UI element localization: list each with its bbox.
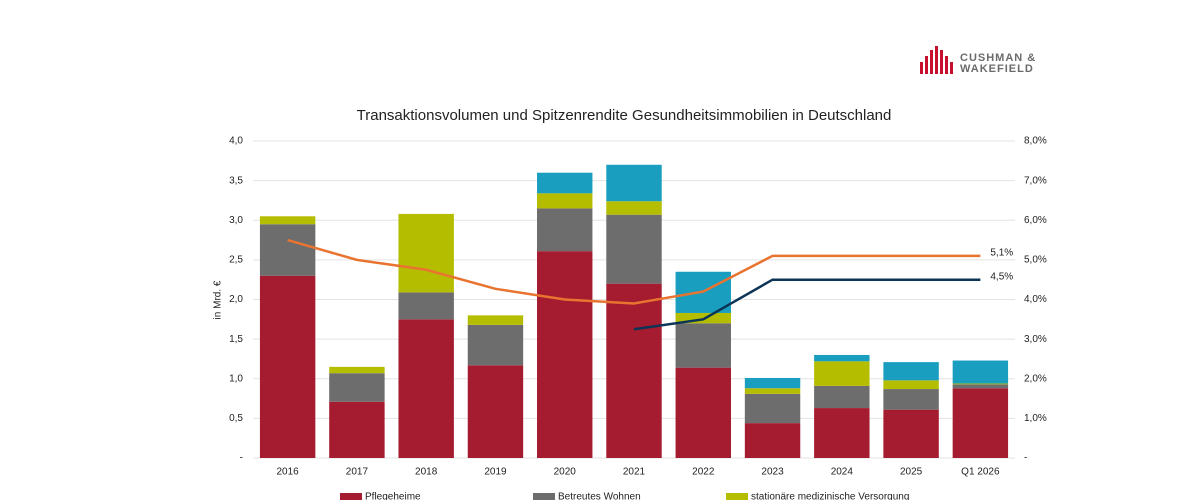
legend-swatch: [340, 493, 362, 500]
bar-segment: [398, 292, 454, 320]
y-tick-label: 0,5: [229, 413, 243, 424]
logo-bar: [930, 50, 933, 74]
bar-segment: [675, 323, 731, 368]
bar-segment: [398, 319, 454, 458]
bar-segment: [952, 383, 1009, 385]
bar-segment: [259, 275, 316, 458]
bar-segment: [467, 324, 524, 366]
y2-tick-label: 8,0%: [1024, 136, 1047, 147]
bar-segment: [329, 366, 385, 374]
bar-segment: [537, 172, 593, 194]
y-tick-label: 1,0: [229, 373, 243, 384]
bar-segment: [329, 401, 385, 458]
y2-tick-label: 6,0%: [1024, 215, 1047, 226]
y-tick-label: -: [240, 453, 243, 464]
logo: CUSHMAN & WAKEFIELD: [920, 46, 1036, 75]
logo-bar: [950, 62, 953, 74]
y-tick-label: 4,0: [229, 136, 243, 147]
y-tick-label: 1,5: [229, 334, 243, 345]
bar-segment: [883, 389, 939, 410]
logo-text: CUSHMAN &: [960, 52, 1036, 64]
x-tick-label: 2021: [623, 467, 646, 478]
x-tick-label: 2023: [761, 467, 784, 478]
bar-segment: [952, 384, 1009, 389]
y2-tick-label: 2,0%: [1024, 373, 1047, 384]
bar-segment: [814, 354, 870, 362]
x-tick-label: 2018: [415, 467, 438, 478]
bar-segment: [744, 423, 801, 458]
legend-label: Pflegeheime: [365, 492, 421, 500]
bar-segment: [606, 214, 662, 284]
y2-tick-label: 1,0%: [1024, 413, 1047, 424]
bar-segment: [814, 385, 870, 409]
legend-swatch: [726, 493, 748, 500]
bar-segment: [814, 361, 870, 386]
x-tick-label: 2024: [831, 467, 854, 478]
logo-text: WAKEFIELD: [960, 63, 1034, 75]
bar-segment: [744, 393, 801, 424]
bar-segment: [883, 362, 939, 381]
logo-bar: [945, 56, 948, 74]
y-tick-label: 2,0: [229, 294, 243, 305]
bar-segment: [537, 251, 593, 458]
y2-tick-label: 4,0%: [1024, 294, 1047, 305]
x-tick-label: 2022: [692, 467, 715, 478]
bar-segment: [744, 377, 801, 389]
y-tick-label: 3,0: [229, 215, 243, 226]
bar-segment: [952, 388, 1009, 458]
logo-bar: [920, 62, 923, 74]
chart-title: Transaktionsvolumen und Spitzenrendite G…: [357, 107, 892, 124]
y2-tick-label: 5,0%: [1024, 255, 1047, 266]
bar-segment: [537, 208, 593, 252]
bar-segment: [606, 164, 662, 202]
legend-label: Betreutes Wohnen: [558, 492, 641, 500]
bar-segment: [744, 388, 801, 394]
bar-segment: [952, 360, 1009, 384]
legend-swatch: [533, 493, 555, 500]
bar-segment: [259, 216, 316, 225]
bar-segment: [883, 380, 939, 390]
bar-segment: [537, 193, 593, 209]
x-tick-label: 2016: [277, 467, 300, 478]
y2-tick-label: 3,0%: [1024, 334, 1047, 345]
data-label: 4,5%: [990, 271, 1013, 282]
y2-tick-label: 7,0%: [1024, 175, 1047, 186]
bar-segment: [398, 213, 454, 293]
logo-bar: [940, 50, 943, 74]
x-tick-label: 2017: [346, 467, 369, 478]
bar-segment: [606, 283, 662, 458]
bar-segment: [259, 224, 316, 276]
bar-segment: [467, 315, 524, 325]
x-tick-label: 2020: [554, 467, 577, 478]
y-tick-label: 3,5: [229, 175, 243, 186]
y2-tick-label: -: [1024, 453, 1027, 464]
x-tick-label: Q1 2026: [961, 467, 1000, 478]
y-tick-label: 2,5: [229, 255, 243, 266]
logo-bar: [925, 56, 928, 74]
line: [633, 278, 981, 331]
legend-label: stationäre medizinische Versorgung: [751, 492, 909, 500]
bar-segment: [814, 408, 870, 458]
bar-segment: [883, 409, 939, 458]
bar-segment: [675, 367, 731, 458]
data-label: 5,1%: [990, 248, 1013, 259]
line: [287, 238, 981, 305]
y-axis-title: in Mrd. €: [213, 280, 224, 319]
bar-segment: [329, 373, 385, 402]
bar-segment: [467, 365, 524, 458]
bar-segment: [606, 201, 662, 215]
x-tick-label: 2025: [900, 467, 923, 478]
x-tick-label: 2019: [484, 467, 507, 478]
logo-bar: [935, 46, 938, 74]
